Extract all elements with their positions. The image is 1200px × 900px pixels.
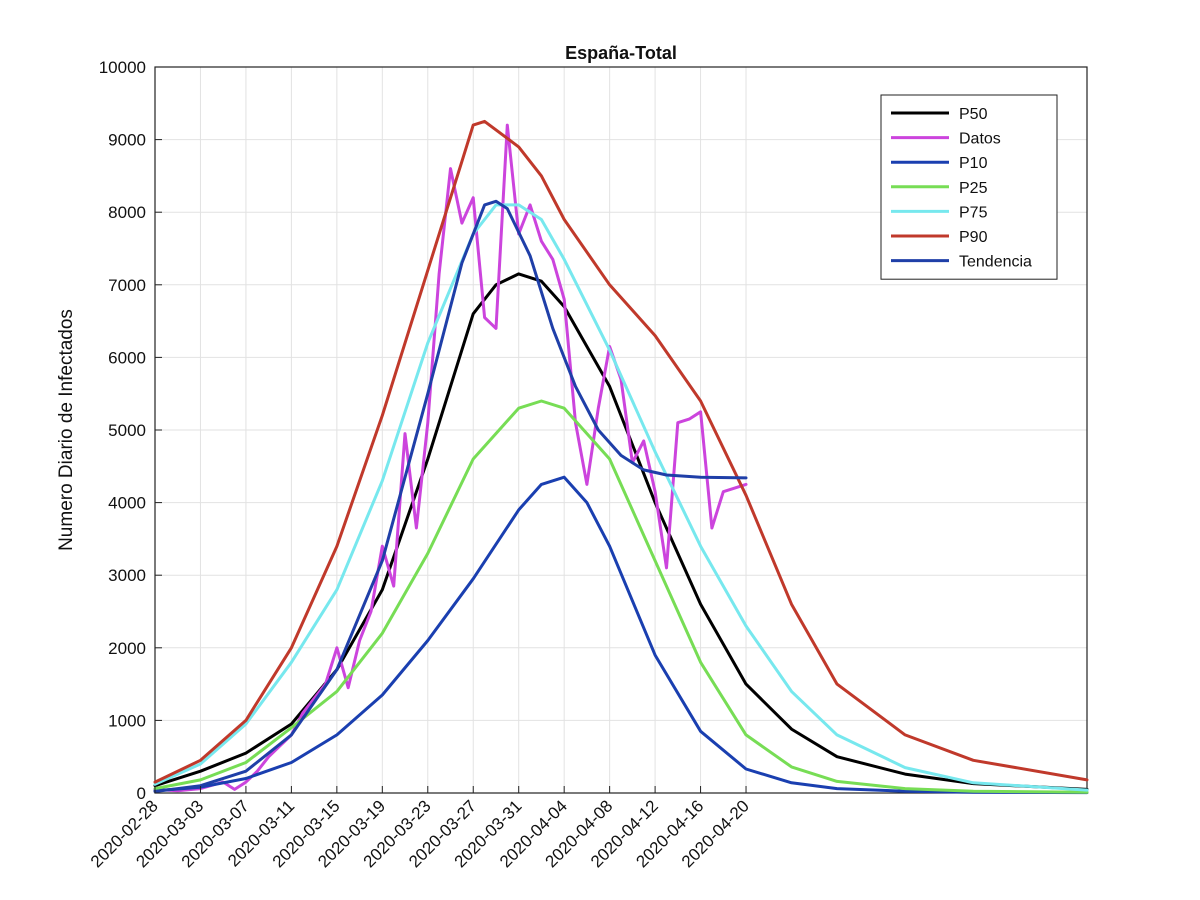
x-axis: 2020-02-282020-03-032020-03-072020-03-11… [87,786,753,871]
legend-label: P75 [959,204,988,221]
y-tick-label: 3000 [108,566,146,585]
legend-label: Tendencia [959,254,1032,271]
legend-label: P90 [959,229,988,246]
y-axis-label: Numero Diario de Infectados [56,309,77,551]
y-axis: 0 1000 2000 3000 4000 5000 6000 7000 8000 9000 100… [99,58,162,803]
series-line-p90 [153,119,1089,784]
chart-title: España-Total [565,43,677,63]
y-tick-label: 0 [137,784,146,803]
legend-label: P25 [959,180,988,197]
y-tick-label: 6000 [108,348,146,367]
y-tick-label: 5000 [108,421,146,440]
legend-label: P10 [959,155,988,172]
y-tick-label: 1000 [108,711,146,730]
series-layer [153,119,1089,795]
series-line-p75 [153,203,1089,792]
y-tick-label: 10000 [99,58,146,77]
series-line-tendencia [153,199,748,793]
legend-label: P50 [959,106,988,123]
y-tick-label: 4000 [108,494,146,513]
y-tick-label: 9000 [108,131,146,150]
y-tick-label: 7000 [108,276,146,295]
legend: P50 Datos P10 P25 P75 P90 Tendencia [880,94,1058,280]
y-tick-label: 8000 [108,203,146,222]
series-line-p50 [153,272,1089,791]
legend-label: Datos [959,131,1001,148]
y-tick-label: 2000 [108,639,146,658]
series-line-p25 [153,399,1089,794]
series-line-p10 [153,475,1089,795]
